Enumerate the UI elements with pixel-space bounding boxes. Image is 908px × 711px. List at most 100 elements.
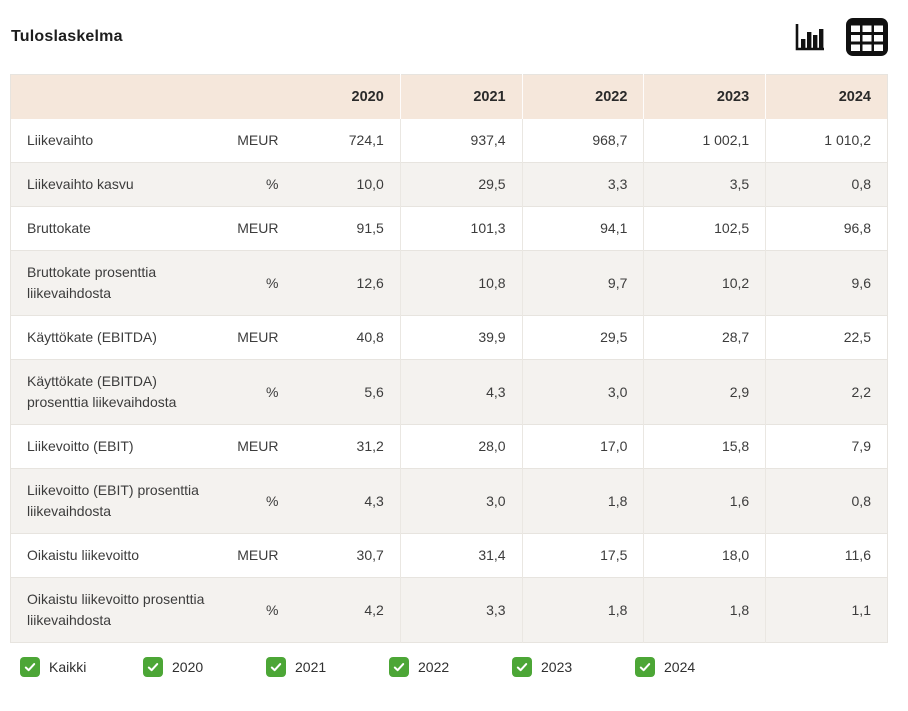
cell-value: 3,5 [643,162,766,207]
checkbox-checked-icon[interactable] [143,657,163,677]
filter-label: 2024 [664,659,696,675]
empty-header-cell [10,74,279,119]
cell-value: 17,5 [521,533,644,578]
cell-value: 18,0 [643,533,766,578]
cell-value: 10,2 [643,250,766,316]
filter-kaikki[interactable]: Kaikki [20,657,143,677]
filter-2022[interactable]: 2022 [389,657,512,677]
table-view-button[interactable] [846,18,888,56]
table-row: Liikevaihto kasvu% 10,0 29,5 3,3 3,5 0,8 [10,162,888,207]
filter-label: Kaikki [49,659,87,675]
cell-value: 968,7 [521,119,644,163]
table-row: Bruttokate MEUR 91,5 101,3 94,1 102,5 96,8 [10,206,888,251]
table-row: Käyttökate (EBITDA) MEUR 40,8 39,9 29,5 28,7 2… [10,315,888,360]
cell-value: 1,6 [643,468,766,534]
row-label: Bruttokate [27,220,91,236]
cell-value: 15,8 [643,424,766,469]
view-toggles [792,18,888,56]
cell-value: 29,5 [521,315,644,360]
filter-2020[interactable]: 2020 [143,657,266,677]
cell-value: 22,5 [765,315,888,360]
bar-chart-icon [792,20,826,54]
page-title: Tuloslaskelma [11,28,123,45]
row-unit: % [266,383,279,400]
row-label: Liikevaihto [27,132,94,148]
row-unit: % [266,601,279,618]
table-row: Liikevoitto (EBIT) MEUR 31,2 28,0 17,0 15,8 7,… [10,424,888,469]
cell-value: 102,5 [643,206,766,251]
checkbox-checked-icon[interactable] [512,657,532,677]
chart-view-button[interactable] [792,20,826,54]
filter-label: 2021 [295,659,327,675]
cell-value: 39,9 [399,315,523,360]
filter-label: 2020 [172,659,204,675]
cell-value: 11,6 [765,533,888,578]
cell-value: 5,6 [364,383,384,400]
row-unit: MEUR [237,329,279,345]
cell-value: 4,2 [364,601,384,618]
filter-2023[interactable]: 2023 [512,657,635,677]
cell-value: 30,7 [356,547,384,563]
checkbox-checked-icon[interactable] [266,657,286,677]
cell-value: 10,0 [356,176,384,192]
topbar: Tuloslaskelma [0,0,908,58]
cell-value: 0,8 [765,468,888,534]
cell-value: 4,3 [399,359,523,425]
row-label: Liikevoitto (EBIT) prosenttia liikevaihd… [27,482,199,519]
table-grid-icon [846,18,888,56]
filter-2021[interactable]: 2021 [266,657,389,677]
cell-value: 3,0 [399,468,523,534]
cell-value: 101,3 [399,206,523,251]
checkbox-checked-icon[interactable] [635,657,655,677]
cell-value: 9,7 [521,250,644,316]
cell-value: 4,3 [364,492,384,509]
row-label: Bruttokate prosenttia liikevaihdosta [27,264,157,301]
cell-value: 724,1 [348,132,384,148]
cell-value: 3,3 [521,162,644,207]
cell-value: 29,5 [399,162,523,207]
table-head-row: 2020 2021 2022 2023 2024 [10,74,888,119]
row-unit: MEUR [237,132,279,148]
cell-value: 12,6 [356,274,384,291]
cell-value: 1 002,1 [643,119,766,163]
column-header-2024: 2024 [765,74,888,119]
cell-value: 3,0 [521,359,644,425]
table-row: Oikaistu liikevoitto prosenttia liikevai… [10,577,888,643]
income-statement-table: 2020 2021 2022 2023 2024 Liikevaihto MEUR 724,… [10,74,888,643]
cell-value: 1,8 [521,468,644,534]
cell-value: 1 010,2 [765,119,888,163]
row-unit: MEUR [237,547,279,563]
row-unit: % [266,492,279,509]
cell-value: 91,5 [356,220,384,236]
table-body: Liikevaihto MEUR 724,1 937,4 968,7 1 002,1 1 0… [10,119,888,643]
row-unit: % [266,274,279,291]
filter-label: 2022 [418,659,450,675]
table-row: Liikevoitto (EBIT) prosenttia liikevaihd… [10,468,888,534]
row-label: Liikevoitto (EBIT) [27,438,134,454]
cell-value: 1,1 [765,577,888,643]
table-row: Bruttokate prosenttia liikevaihdosta% 12,… [10,250,888,316]
column-header-2020: 2020 [278,74,401,119]
cell-value: 1,8 [643,577,766,643]
cell-value: 17,0 [521,424,644,469]
row-label: Oikaistu liikevoitto prosenttia liikevai… [27,591,205,628]
row-label: Oikaistu liikevoitto [27,547,140,563]
row-label: Käyttökate (EBITDA) [27,329,157,345]
table-row: Liikevaihto MEUR 724,1 937,4 968,7 1 002,1 1 0… [10,119,888,163]
checkbox-checked-icon[interactable] [389,657,409,677]
column-header-2022: 2022 [521,74,644,119]
table-row: Oikaistu liikevoitto MEUR 30,7 31,4 17,5 18,0… [10,533,888,578]
cell-value: 40,8 [356,329,384,345]
cell-value: 0,8 [765,162,888,207]
row-unit: MEUR [237,220,279,236]
cell-value: 28,7 [643,315,766,360]
row-unit: % [266,176,279,192]
checkbox-checked-icon[interactable] [20,657,40,677]
cell-value: 31,2 [356,438,384,454]
filter-2024[interactable]: 2024 [635,657,758,677]
row-label: Liikevaihto kasvu [27,176,134,192]
row-label: Käyttökate (EBITDA) prosenttia liikevaih… [27,373,177,410]
year-filters: Kaikki 2020 2021 2022 2023 2024 [20,657,908,677]
cell-value: 7,9 [765,424,888,469]
cell-value: 96,8 [765,206,888,251]
